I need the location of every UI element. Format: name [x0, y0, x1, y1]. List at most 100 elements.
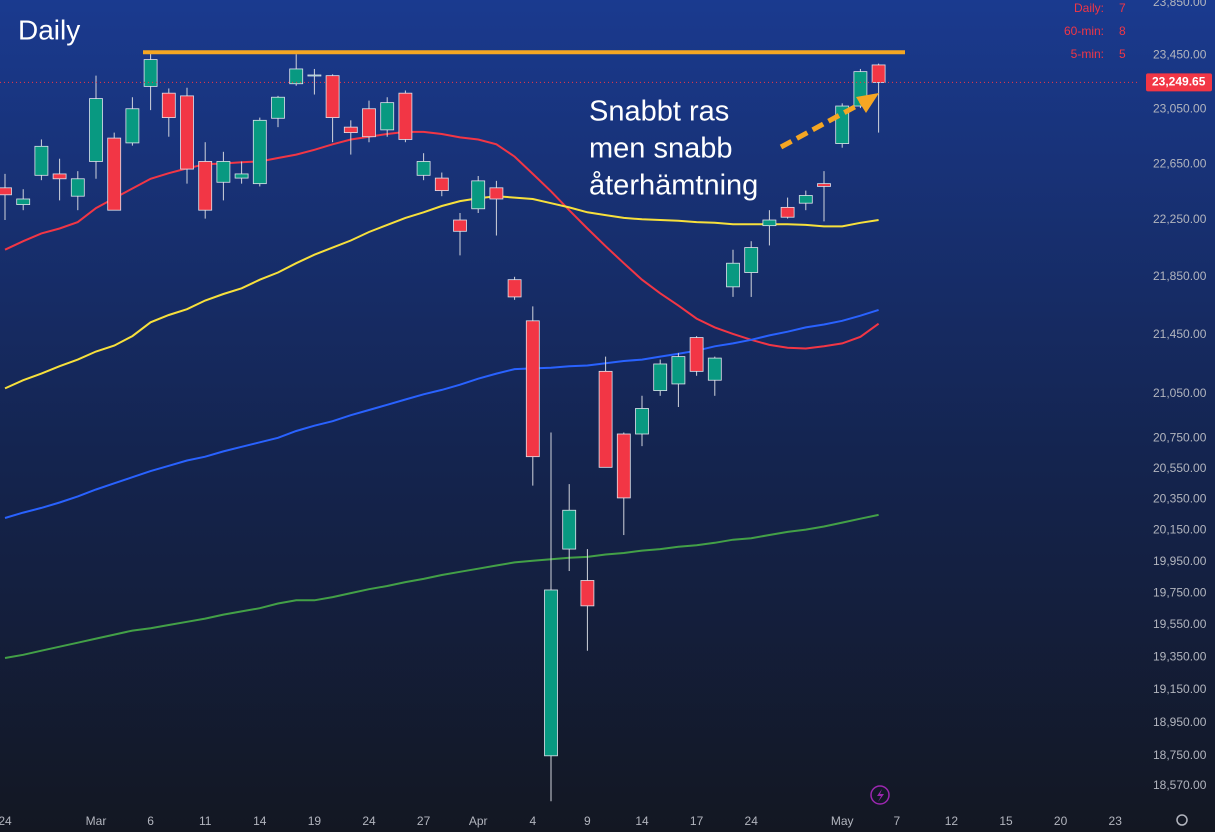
y-tick-label: 19,550.00 [1153, 617, 1207, 631]
candle-body [252, 119, 267, 185]
candle-body [271, 96, 285, 119]
candle-body [671, 356, 686, 385]
candle-body [380, 102, 395, 131]
y-tick-label: 19,350.00 [1153, 649, 1207, 663]
candle-body [689, 337, 704, 372]
x-tick-label: 24 [745, 814, 759, 828]
y-tick-label: 19,750.00 [1153, 585, 1207, 599]
ma-lines [4, 130, 880, 659]
x-tick-label: 20 [1054, 814, 1068, 828]
annotation-text: återhämtning [589, 170, 758, 202]
candle-body [325, 75, 340, 118]
x-tick-label: 6 [147, 814, 154, 828]
y-tick-label: 19,150.00 [1153, 682, 1207, 696]
candle-body [525, 320, 540, 458]
settings-icon[interactable] [1176, 814, 1188, 826]
candle-body [817, 183, 831, 187]
annotation-text: men snabb [589, 133, 733, 165]
candle-body [0, 187, 12, 196]
y-tick-label: 21,450.00 [1153, 327, 1207, 341]
candle-body [234, 173, 249, 179]
candle-body [198, 161, 213, 211]
last-price-box [1146, 73, 1212, 92]
ma-line [4, 513, 879, 659]
candle-body [416, 161, 431, 176]
x-tick-label: 19 [308, 814, 322, 828]
last-price-label: 23,249.65 [1152, 75, 1206, 89]
annotation-arrowhead [856, 93, 879, 113]
candle-body [726, 262, 740, 288]
candle-body [798, 195, 813, 204]
ma-line [4, 195, 879, 390]
alert-icon[interactable] [870, 785, 890, 805]
y-tick-label: 18,570.00 [1153, 778, 1207, 792]
candle-body [34, 145, 49, 176]
y-tick-label: 20,350.00 [1153, 492, 1207, 506]
alert-icon-bolt [877, 789, 884, 802]
y-tick-label: 23,450.00 [1153, 48, 1207, 62]
ma-line [4, 130, 880, 350]
candle-body [289, 68, 304, 85]
interval-label: Daily: [1074, 1, 1104, 15]
x-tick-label: 12 [945, 814, 959, 828]
annotation-text: Snabbt ras [589, 96, 729, 128]
candle-body [107, 137, 122, 211]
candle-body [398, 92, 413, 140]
candle-body [744, 247, 759, 273]
candle-body [707, 357, 722, 381]
candle-body [635, 408, 649, 435]
candle-body [434, 177, 449, 192]
annotation-arrow [779, 100, 864, 150]
y-tick-label: 23,050.00 [1153, 102, 1207, 116]
candle-body [653, 363, 668, 392]
candle-body [343, 126, 358, 134]
candle-body [762, 219, 777, 227]
candle-body [544, 589, 558, 757]
candle-body [52, 173, 67, 180]
candle-body [16, 198, 31, 205]
interval-label: 60-min: [1064, 24, 1104, 38]
x-tick-label: 11 [199, 814, 212, 828]
candle-body [598, 370, 613, 468]
x-tick-label: 15 [999, 814, 1013, 828]
candle-body [89, 98, 103, 162]
x-tick-label: Apr [469, 814, 488, 828]
y-tick-label: 23,850.00 [1153, 0, 1207, 9]
x-tick-label: 24 [0, 814, 12, 828]
candle-body [489, 187, 504, 200]
chart-title: Daily [18, 14, 80, 45]
x-tick-label: 24 [362, 814, 376, 828]
candle-body [362, 108, 376, 138]
x-tick-label: Mar [86, 814, 107, 828]
y-tick-label: 21,850.00 [1153, 269, 1207, 283]
candle-body [616, 433, 631, 499]
x-tick-label: 9 [584, 814, 591, 828]
candle-body [871, 64, 886, 83]
overlays [0, 50, 1140, 83]
y-tick-label: 19,950.00 [1153, 554, 1207, 568]
x-tick-label: 7 [893, 814, 900, 828]
interval-value: 8 [1119, 24, 1126, 38]
candle-body [562, 509, 577, 550]
candle-body [453, 219, 467, 232]
candle-body [507, 279, 522, 298]
interval-value: 5 [1119, 47, 1126, 61]
candle-body [143, 59, 158, 87]
candle-body [471, 180, 486, 210]
y-tick-label: 18,750.00 [1153, 748, 1207, 762]
candle-body [70, 178, 85, 197]
y-tick-label: 20,550.00 [1153, 461, 1207, 475]
x-tick-label: 27 [417, 814, 431, 828]
y-tick-label: 22,250.00 [1153, 212, 1207, 226]
x-tick-label: 17 [690, 814, 704, 828]
candles [0, 51, 886, 802]
candle-body [180, 95, 194, 170]
y-tick-label: 18,950.00 [1153, 715, 1207, 729]
y-tick-label: 20,150.00 [1153, 523, 1207, 537]
x-tick-label: May [831, 814, 854, 828]
ma-line [4, 308, 879, 519]
x-tick-label: 23 [1109, 814, 1123, 828]
candle-body [216, 161, 231, 183]
